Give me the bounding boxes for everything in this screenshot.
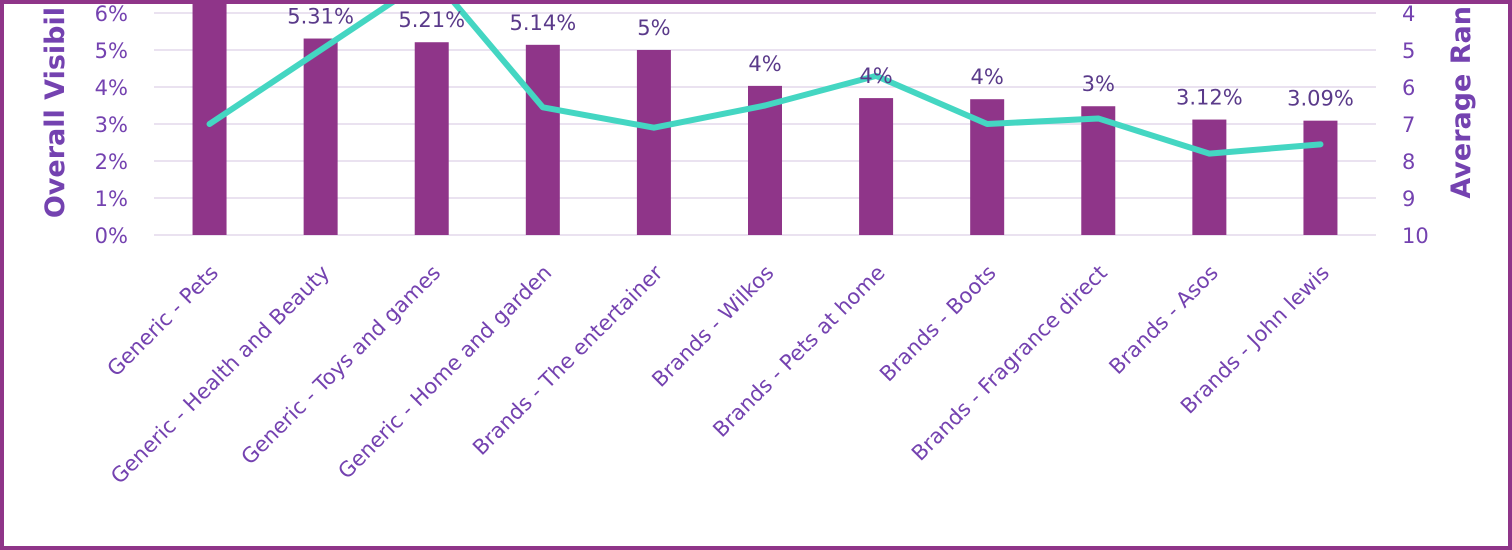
data-label: 5.31% [287, 5, 354, 29]
y-tick-label: 6% [95, 4, 128, 26]
data-label: 4% [748, 52, 781, 76]
category-label: Generic - Health and Beauty [106, 261, 334, 489]
category-label: Brands - Wilkos [647, 261, 778, 392]
data-label: 5% [637, 16, 670, 40]
data-label: 3.09% [1287, 87, 1354, 111]
y-tick-label: 4% [95, 76, 128, 100]
data-label: 3% [1082, 72, 1115, 96]
y2-tick-label: 4 [1402, 4, 1415, 26]
y2-tick-label: 7 [1402, 113, 1415, 137]
y2-tick-label: 8 [1402, 150, 1415, 174]
bar [1081, 106, 1116, 236]
bar [525, 44, 560, 235]
category-label: Brands - The entertainer [468, 260, 668, 460]
data-label: 4% [859, 64, 892, 88]
data-label: 3.12% [1176, 86, 1243, 110]
y-tick-label: 3% [95, 113, 128, 137]
y2-tick-label: 6 [1402, 76, 1415, 100]
category-label: Generic - Pets [103, 261, 223, 381]
category-label: Brands - Asos [1104, 261, 1222, 379]
y-axis-title: Overall Visibil [40, 7, 71, 218]
y-tick-label: 5% [95, 39, 128, 63]
y-tick-label: 0% [95, 224, 128, 248]
category-label: Brands - Fragrance direct [907, 261, 1112, 466]
category-label: Generic - Home and garden [333, 261, 556, 484]
y2-axis-title: Average Ran [1446, 6, 1477, 199]
category-label: Brands - Boots [875, 261, 1001, 387]
data-label: 5.21% [398, 8, 465, 32]
y-tick-label: 1% [95, 187, 128, 211]
bar [1192, 119, 1227, 235]
combo-chart: 0%1%2%3%4%5%6% 345678910 5.31%5.21%5.14%… [40, 4, 1477, 489]
bar [303, 38, 338, 235]
y2-tick-label: 5 [1402, 39, 1415, 63]
bar [859, 98, 894, 235]
bar [636, 50, 671, 235]
y2-tick-label: 9 [1402, 187, 1415, 211]
category-label: Generic - Toys and games [237, 261, 446, 470]
data-label: 5.14% [509, 11, 576, 35]
y2-tick-label: 10 [1402, 224, 1429, 248]
y-tick-label: 2% [95, 150, 128, 174]
average-rank-line [206, 4, 1324, 157]
bar [1303, 120, 1338, 235]
data-label: 4% [971, 65, 1004, 89]
bar [414, 42, 449, 236]
